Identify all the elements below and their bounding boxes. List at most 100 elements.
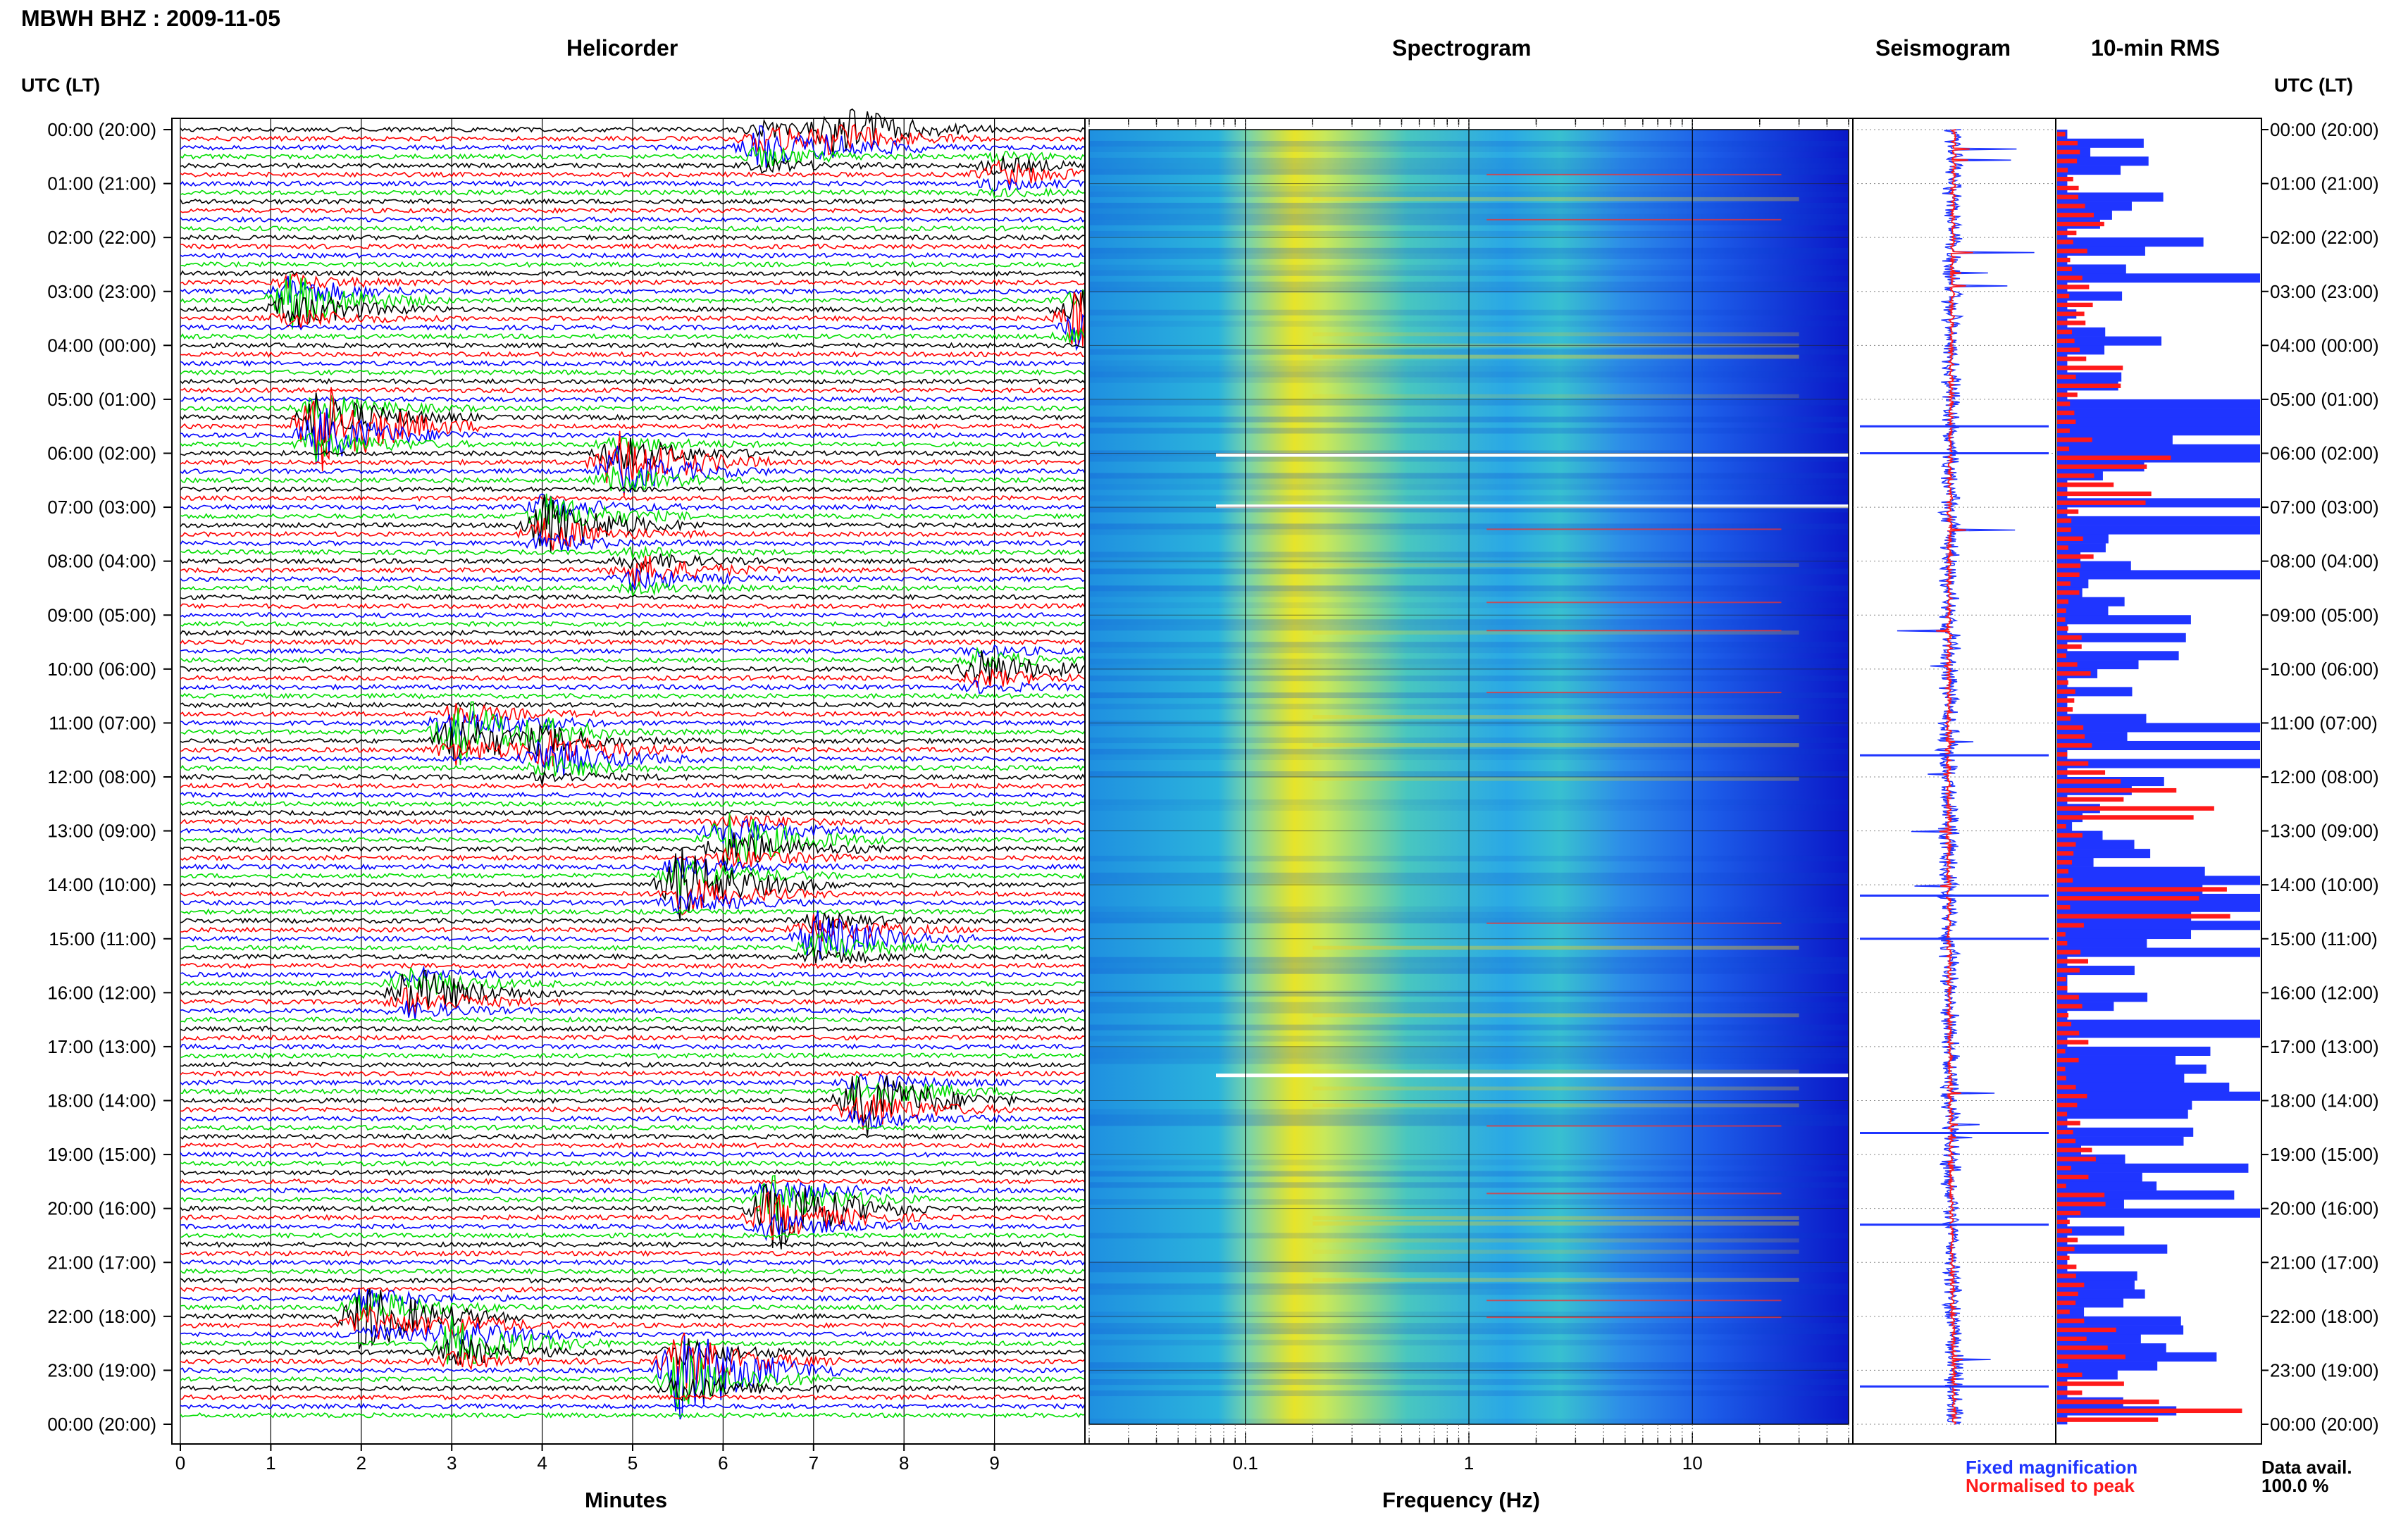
rms-bar-fixed [2057,902,2260,912]
rms-bar-normalised [2057,581,2071,586]
time-label-right: 21:00 (17:00) [2270,1252,2379,1273]
helicorder-trace [180,740,1086,776]
rms-bar-normalised [2057,455,2171,461]
rms-bar-normalised [2057,1408,2242,1414]
time-label-left: 00:00 (20:00) [47,1414,156,1435]
rms-bar-normalised [2057,572,2080,578]
helicorder-trace [180,1061,1086,1068]
helicorder-trace [180,967,1086,995]
rms-bar-normalised [2057,1085,2076,1090]
rms-bar-fixed [2057,1136,2184,1146]
rms-bar-normalised [2057,563,2081,568]
rms-bar-normalised [2057,1238,2078,1243]
helicorder-trace [180,360,1086,367]
time-label-right: 03:00 (23:00) [2270,281,2379,302]
spectrogram-row-energy [1312,197,1799,201]
rms-bar-normalised [2057,1166,2071,1171]
rms-bar-normalised [2057,419,2076,425]
rms-bar-fixed [2057,516,2260,525]
time-label-right: 12:00 (08:00) [2270,766,2379,787]
legend-fixed-magnification: Fixed magnification [1966,1457,2138,1478]
rms-bar-normalised [2057,1300,2076,1305]
rms-bar-normalised [2057,1031,2080,1035]
axes-group: 0 1 2 3 4 5 6 7 8 9 0.1 1 10 00:00 (20:00) 00:00 (20:0… [47,118,2379,1474]
rms-bar-normalised [2057,509,2079,514]
rms-bar-normalised [2057,1381,2124,1386]
rms-bar-fixed [2057,1244,2168,1254]
helicorder-trace [180,1142,1086,1149]
rms-bar-normalised [2057,374,2076,380]
spectrogram-row-energy [1312,1069,1799,1074]
rms-bar-normalised [2057,1112,2068,1116]
time-label-left: 07:00 (03:00) [47,497,156,518]
helicorder-trace [180,1213,1086,1242]
rms-bar-normalised [2057,356,2087,361]
seismogram-panel [1852,118,2056,1445]
helicorder-trace [180,466,1086,492]
rms-bar-normalised [2057,671,2091,676]
rms-bar-normalised [2057,1193,2105,1197]
helicorder-trace [180,890,1086,915]
helicorder-trace [180,818,1086,848]
helicorder-trace [180,1159,1086,1167]
helicorder-trace [180,812,1086,866]
time-label-right: 20:00 (16:00) [2270,1198,2379,1219]
helicorder-trace [180,216,1086,223]
helicorder-trace [180,646,1086,669]
helicorder-trace [180,351,1086,359]
time-label-right: 13:00 (09:00) [2270,821,2379,842]
helicorder-trace [180,930,1086,959]
time-label-left: 08:00 (04:00) [47,551,156,572]
rms-bar-fixed [2057,615,2191,625]
rms-bar-normalised [2057,644,2082,649]
helicorder-trace [180,272,1086,289]
time-label-right: 10:00 (06:00) [2270,659,2379,680]
rms-bar-normalised [2057,761,2089,766]
rms-bar-normalised [2057,158,2078,163]
helicorder-xtick-label: 9 [989,1452,999,1474]
rms-bar-fixed [2057,929,2192,940]
rms-bar-normalised [2057,904,2071,910]
helicorder-trace [180,378,1086,385]
time-label-left: 02:00 (22:00) [47,227,156,248]
helicorder-trace [180,832,1086,872]
rms-bar-normalised [2057,752,2068,757]
spectrogram-xtick-label: 0.1 [1233,1452,1258,1474]
rms-bar-fixed [2057,1082,2230,1092]
rms-bar-normalised [2057,194,2079,199]
spectrogram-xtick-label: 1 [1464,1452,1474,1474]
rms-bar-normalised [2057,149,2080,155]
rms-bar-normalised [2057,132,2066,137]
rms-bar-fixed [2057,687,2133,697]
helicorder-trace [180,1259,1086,1266]
rms-bar-normalised [2057,698,2075,703]
spectrogram-row-energy [1312,1086,1799,1091]
helicorder-trace [180,1355,1086,1410]
helicorder-trace [180,518,1086,551]
helicorder-xlabel: Minutes [585,1488,668,1512]
rms-bar-normalised [2057,1399,2159,1405]
helicorder-trace [180,178,1085,192]
rms-bar-fixed [2057,1109,2188,1119]
rms-bar-normalised [2057,329,2073,335]
rms-bar-fixed [2057,660,2139,670]
time-label-left: 20:00 (16:00) [47,1198,156,1219]
rms-bar-normalised [2057,842,2076,847]
rms-bar-normalised [2057,1309,2070,1314]
rms-bar-fixed [2057,525,2260,535]
helicorder-trace [180,555,1086,587]
rms-bar-normalised [2057,140,2078,146]
helicorder-trace [180,1151,1086,1158]
rms-bar-normalised [2057,1282,2085,1288]
rms-bar-fixed [2057,1046,2211,1056]
rms-bar-normalised [2057,1157,2096,1162]
rms-bar-normalised [2057,743,2092,748]
helicorder-trace [180,962,1086,969]
spectrogram-gap [1216,1073,1849,1078]
utc-axis-title-right: UTC (LT) [2274,75,2353,96]
rms-bar-normalised [2057,500,2146,505]
rms-bar-fixed [2057,417,2260,427]
helicorder-trace [180,387,1086,472]
time-label-left: 15:00 (11:00) [49,928,156,949]
rms-bar-normalised [2057,806,2214,811]
